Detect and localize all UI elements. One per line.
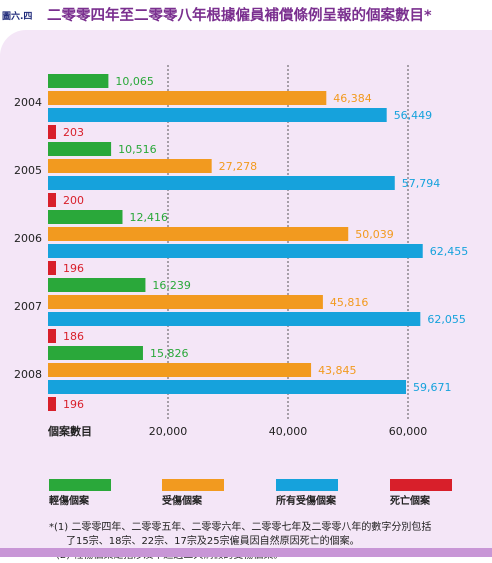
value-label-injury-2006: 50,039	[355, 228, 394, 241]
bar-fatal-2004	[48, 125, 56, 139]
footnote-marker: *	[49, 522, 54, 533]
bar-all-injury-2008	[48, 380, 407, 394]
value-label-fatal-2006: 196	[63, 262, 84, 275]
bar-all-injury-2007	[48, 312, 421, 326]
bar-chart: 10,065 46,384 56,449 203 2004 10,516 27,278 57,…	[14, 65, 469, 438]
bar-injury-2008	[48, 363, 312, 377]
chart-legend: 輕傷個案 受傷個案 所有受傷個案 死亡個案	[0, 479, 492, 509]
category-label-2007: 2007	[14, 300, 42, 313]
value-label-all-injury-2008: 59,671	[413, 381, 452, 394]
figure-label: 圖六.四	[2, 12, 33, 22]
value-label-minor-2007: 16,239	[152, 279, 191, 292]
legend-label-injury: 受傷個案	[162, 496, 202, 507]
bar-all-injury-2006	[48, 244, 423, 258]
legend-item-fatal: 死亡個案	[390, 479, 452, 507]
bar-injury-2007	[48, 295, 323, 309]
bar-fatal-2006	[48, 261, 56, 275]
chart-title: 二零零四年至二零零八年根據僱員補償條例呈報的個案數目*	[47, 8, 432, 24]
legend-label-fatal: 死亡個案	[390, 496, 430, 507]
legend-swatch-minor	[49, 479, 111, 491]
value-label-injury-2005: 27,278	[219, 160, 258, 173]
footnote-1-line-1: *(1) 二零零四年、二零零五年、二零零六年、二零零七年及二零零八年的數字分別包…	[49, 521, 431, 535]
value-label-all-injury-2004: 56,449	[394, 109, 433, 122]
legend-item-injury: 受傷個案	[162, 479, 224, 507]
legend-item-minor: 輕傷個案	[49, 479, 111, 507]
bar-fatal-2008	[48, 397, 56, 411]
x-axis-title: 個案數目	[47, 424, 92, 438]
bar-injury-2005	[48, 159, 212, 173]
legend-item-all-injury: 所有受傷個案	[276, 479, 338, 507]
bar-minor-2004	[48, 74, 109, 88]
x-tick-label-2: 60,000	[389, 425, 428, 438]
value-label-fatal-2004: 203	[63, 126, 84, 139]
value-label-injury-2008: 43,845	[318, 364, 357, 377]
bar-minor-2008	[48, 346, 143, 360]
legend-swatch-injury	[162, 479, 224, 491]
category-label-2005: 2005	[14, 164, 42, 177]
bar-minor-2005	[48, 142, 112, 156]
footnote-1-line-2: 了15宗、18宗、22宗、17宗及25宗僱員因自然原因死亡的個案。	[66, 536, 360, 547]
bar-all-injury-2004	[48, 108, 387, 122]
category-label-2006: 2006	[14, 232, 42, 245]
bar-injury-2006	[48, 227, 349, 241]
bar-injury-2004	[48, 91, 327, 105]
bar-fatal-2005	[48, 193, 56, 207]
value-label-injury-2004: 46,384	[333, 92, 372, 105]
legend-swatch-fatal	[390, 479, 452, 491]
value-label-fatal-2005: 200	[63, 194, 84, 207]
legend-swatch-all-injury	[276, 479, 338, 491]
bar-minor-2007	[48, 278, 146, 292]
footnote-1-text: (1) 二零零四年、二零零五年、二零零六年、二零零七年及二零零八年的數字分別包括	[54, 522, 432, 533]
value-label-injury-2007: 45,816	[330, 296, 369, 309]
figure-header: 圖六.四 二零零四年至二零零八年根據僱員補償條例呈報的個案數目*	[0, 0, 492, 30]
value-label-minor-2006: 12,416	[129, 211, 168, 224]
value-label-all-injury-2006: 62,455	[430, 245, 469, 258]
bottom-decor-bar	[0, 548, 492, 557]
value-label-minor-2008: 15,826	[150, 347, 189, 360]
legend-label-all-injury: 所有受傷個案	[276, 496, 336, 507]
x-tick-label-1: 40,000	[269, 425, 308, 438]
bar-minor-2006	[48, 210, 123, 224]
value-label-all-injury-2005: 57,794	[402, 177, 441, 190]
value-label-all-injury-2007: 62,055	[427, 313, 466, 326]
category-label-2008: 2008	[14, 368, 42, 381]
legend-label-minor: 輕傷個案	[49, 496, 89, 507]
chart-panel: 10,065 46,384 56,449 203 2004 10,516 27,278 57,…	[0, 30, 492, 561]
value-label-fatal-2008: 196	[63, 398, 84, 411]
value-label-fatal-2007: 186	[63, 330, 84, 343]
category-label-2004: 2004	[14, 96, 42, 109]
x-tick-label-0: 20,000	[149, 425, 188, 438]
bar-all-injury-2005	[48, 176, 395, 190]
bar-fatal-2007	[48, 329, 56, 343]
value-label-minor-2004: 10,065	[115, 75, 154, 88]
value-label-minor-2005: 10,516	[118, 143, 157, 156]
